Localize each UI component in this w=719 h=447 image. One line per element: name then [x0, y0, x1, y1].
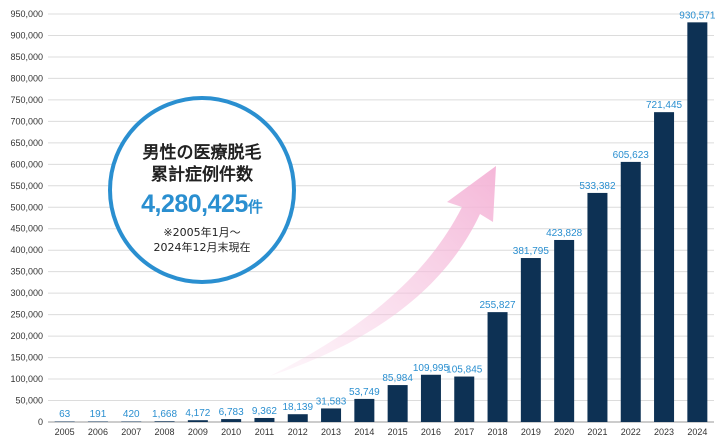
bar-2013: [321, 408, 342, 422]
y-tick-label: 550,000: [10, 181, 43, 191]
x-axis: 2005 2006 2007 2008 2009 2010 2011 2012 2013 2014…: [55, 427, 708, 437]
y-tick-label: 250,000: [10, 310, 43, 320]
bar-2017: [454, 376, 475, 422]
y-tick-label: 100,000: [10, 374, 43, 384]
data-label: 63: [59, 409, 71, 420]
data-label: 423,828: [546, 228, 583, 239]
bar-2011: [254, 417, 275, 422]
data-label: 721,445: [646, 100, 683, 111]
data-labels: 63 191 420 1,668 4,172 6,783 9,362 18,13931,583…: [59, 10, 716, 420]
x-tick-label: 2022: [621, 427, 641, 437]
x-tick-label: 2008: [155, 427, 175, 437]
bar-2006: [87, 421, 108, 422]
x-tick-label: 2013: [321, 427, 341, 437]
data-label: 85,984: [382, 373, 413, 384]
data-label: 31,583: [316, 396, 347, 407]
bar-2023: [654, 112, 675, 422]
growth-arrow-icon: [270, 166, 496, 376]
data-label: 18,139: [282, 402, 313, 413]
x-tick-label: 2006: [88, 427, 108, 437]
callout-total-unit: 件: [247, 198, 263, 216]
y-tick-label: 850,000: [10, 52, 43, 62]
bar-2007: [121, 421, 142, 422]
data-label: 381,795: [513, 246, 550, 257]
x-tick-label: 2009: [188, 427, 208, 437]
bar-2022: [620, 161, 641, 422]
x-tick-label: 2019: [521, 427, 541, 437]
bars: [54, 22, 708, 423]
y-tick-label: 800,000: [10, 73, 43, 83]
data-label: 1,668: [152, 409, 177, 420]
y-tick-label: 450,000: [10, 224, 43, 234]
y-tick-label: 500,000: [10, 202, 43, 212]
y-tick-label: 150,000: [10, 353, 43, 363]
y-tick-label: 900,000: [10, 30, 43, 40]
y-tick-label: 350,000: [10, 267, 43, 277]
data-label: 605,623: [613, 150, 650, 161]
callout-note: ※2005年1月～ 2024年12月末現在: [112, 225, 292, 255]
data-label: 9,362: [252, 406, 277, 417]
data-label: 6,783: [219, 407, 244, 418]
bar-2015: [387, 385, 408, 422]
bar-2012: [287, 414, 308, 422]
y-tick-label: 400,000: [10, 245, 43, 255]
x-tick-label: 2020: [554, 427, 574, 437]
data-label: 420: [123, 409, 140, 420]
y-tick-label: 950,000: [10, 9, 43, 19]
y-tick-label: 300,000: [10, 288, 43, 298]
bar-2019: [520, 258, 541, 422]
bar-2018: [487, 312, 508, 422]
bar-2020: [554, 239, 575, 422]
x-tick-label: 2023: [654, 427, 674, 437]
x-tick-label: 2018: [488, 427, 508, 437]
y-tick-label: 700,000: [10, 116, 43, 126]
data-label: 53,749: [349, 387, 380, 398]
bar-2021: [587, 192, 608, 422]
x-tick-label: 2021: [587, 427, 607, 437]
data-label: 4,172: [185, 408, 210, 419]
x-tick-label: 2011: [255, 427, 274, 437]
bar-2010: [221, 419, 242, 422]
y-tick-label: 0: [38, 417, 43, 427]
x-tick-label: 2014: [354, 427, 374, 437]
bar-2008: [154, 421, 175, 422]
callout-title-line2: 累計症例件数: [151, 165, 253, 185]
x-tick-label: 2012: [288, 427, 308, 437]
bar-2014: [354, 398, 375, 422]
y-tick-label: 200,000: [10, 331, 43, 341]
x-tick-label: 2024: [687, 427, 707, 437]
y-tick-label: 650,000: [10, 138, 43, 148]
data-label: 533,382: [579, 181, 616, 192]
x-tick-label: 2010: [221, 427, 241, 437]
callout-total: 4,280,425件: [112, 190, 292, 219]
bar-2009: [187, 420, 208, 422]
x-tick-label: 2005: [55, 427, 75, 437]
callout-note-line1: ※2005年1月～: [163, 226, 241, 239]
data-label: 105,845: [446, 365, 483, 376]
data-label: 191: [90, 409, 107, 420]
bar-2016: [420, 374, 441, 422]
x-tick-label: 2007: [121, 427, 141, 437]
data-label: 109,995: [413, 363, 450, 374]
callout-title-line1: 男性の医療脱毛: [142, 143, 262, 163]
total-cases-callout: 男性の医療脱毛 累計症例件数 4,280,425件 ※2005年1月～ 2024…: [108, 96, 296, 284]
y-axis: 0 50,000 100,000 150,000 200,000 250,000 300,0…: [10, 9, 43, 427]
data-label: 255,827: [479, 300, 516, 311]
x-tick-label: 2015: [388, 427, 408, 437]
x-tick-label: 2017: [454, 427, 474, 437]
y-tick-label: 750,000: [10, 95, 43, 105]
callout-total-number: 4,280,425: [141, 190, 248, 218]
bar-2024: [687, 22, 708, 423]
x-tick-label: 2016: [421, 427, 441, 437]
callout-note-line2: 2024年12月末現在: [153, 241, 251, 254]
bar-2005: [54, 421, 75, 422]
data-label: 930,571: [679, 10, 716, 21]
y-tick-label: 50,000: [15, 396, 43, 406]
y-tick-label: 600,000: [10, 159, 43, 169]
